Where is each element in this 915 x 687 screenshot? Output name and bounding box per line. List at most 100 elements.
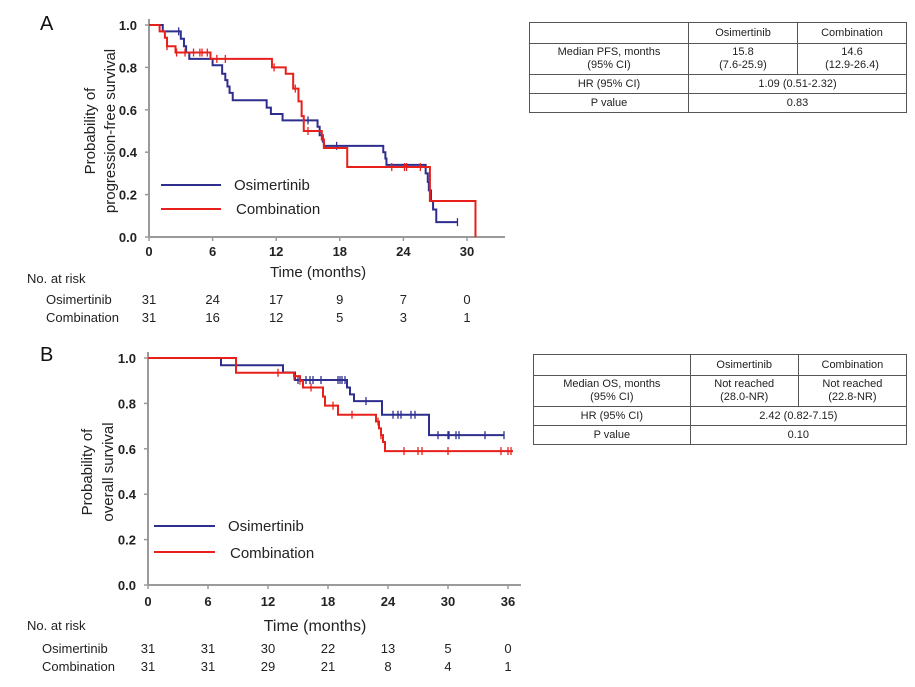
y-tick-label: 1.0: [118, 351, 136, 366]
table-cell: 15.8 (7.6-25.9): [688, 43, 798, 75]
risk-value: 12: [269, 310, 283, 325]
table-row-label: Median PFS, months (95% CI): [529, 43, 689, 75]
risk-value: 21: [321, 659, 335, 674]
panel-label-b: B: [40, 344, 53, 366]
ci-value: (12.9-26.4): [825, 59, 879, 71]
x-tick-label: 6: [204, 594, 211, 609]
pfs-risk-values: 31 31 24 16 17 12 9 5 7 3 0 1: [142, 292, 471, 325]
pfs-legend: Osimertinib Combination: [161, 177, 320, 218]
x-tick-label: 24: [396, 244, 411, 259]
median-label: Median OS, months: [563, 378, 661, 390]
risk-value: 13: [381, 641, 395, 656]
x-tick-label: 0: [145, 244, 152, 259]
os-summary-table: Osimertinib Combination Median OS, month…: [533, 354, 908, 445]
table-row-hr: HR (95% CI) 1.09 (0.51-2.32): [529, 74, 907, 94]
table-row-label: P value: [533, 425, 691, 445]
table-header-osimertinib: Osimertinib: [688, 22, 798, 44]
risk-value: 9: [336, 292, 343, 307]
risk-value: 24: [205, 292, 219, 307]
risk-value: 1: [463, 310, 470, 325]
risk-value: 5: [444, 641, 451, 656]
risk-value: 31: [201, 659, 215, 674]
os-legend: Osimertinib Combination: [154, 518, 314, 562]
y-tick-label: 0.6: [118, 442, 136, 457]
risk-value: 1: [504, 659, 511, 674]
ci-label: (95% CI): [587, 59, 631, 71]
table-cell: Not reached (22.8-NR): [797, 375, 908, 407]
table-cell: 2.42 (0.82-7.15): [689, 406, 908, 426]
y-tick-label: 0.4: [119, 145, 138, 160]
os-chart: B 0.00.20.40.60.81.00 6 12 18 24 30 36 Probabi…: [27, 344, 521, 674]
table-cell: 0.83: [688, 93, 907, 113]
ci-value: (7.6-25.9): [719, 59, 767, 71]
risk-value: 31: [142, 292, 156, 307]
table-row-label: HR (95% CI): [533, 406, 691, 426]
y-tick-label: 0.8: [119, 60, 137, 75]
risk-value: 4: [444, 659, 451, 674]
x-tick-label: 30: [460, 244, 474, 259]
pfs-curves: [149, 24, 477, 237]
table-row-label: HR (95% CI): [529, 74, 689, 94]
table-row-hr: HR (95% CI) 2.42 (0.82-7.15): [533, 406, 908, 426]
os-risk-title: No. at risk: [27, 618, 86, 633]
table-header-row: Osimertinib Combination: [533, 354, 908, 376]
x-tick-label: 12: [261, 594, 275, 609]
table-cell: 1.09 (0.51-2.32): [688, 74, 907, 94]
os-xlabel: Time (months): [264, 618, 367, 635]
risk-value: 30: [261, 641, 275, 656]
pfs-chart: A 0.00.20.40.60.81.00 6 12 18 24 30 Probabili…: [27, 13, 505, 325]
os-risk-values: 31 31 31 31 30 29 22 21 13 8 5 4 0 1: [141, 641, 512, 674]
legend-combination-label: Combination: [230, 545, 314, 562]
median-value: 14.6: [841, 46, 863, 58]
os-risk-row-label: Combination: [42, 659, 115, 674]
y-tick-label: 0.2: [118, 533, 136, 548]
pfs-ylabel-line1: Probability of: [82, 87, 99, 175]
ci-value: (28.0-NR): [720, 391, 769, 403]
ci-value: (22.8-NR): [828, 391, 877, 403]
survival-curve-osimertinib: [149, 24, 458, 224]
risk-value: 22: [321, 641, 335, 656]
y-tick-label: 0.0: [119, 230, 137, 245]
x-tick-label: 12: [269, 244, 283, 259]
table-cell: Not reached (28.0-NR): [689, 375, 799, 407]
risk-value: 16: [205, 310, 219, 325]
risk-value: 3: [400, 310, 407, 325]
legend-combination-label: Combination: [236, 201, 320, 218]
x-tick-label: 30: [441, 594, 455, 609]
table-row-median: Median OS, months (95% CI) Not reached (28…: [533, 375, 908, 407]
x-tick-label: 18: [321, 594, 335, 609]
risk-value: 31: [141, 659, 155, 674]
table-cell: 0.10: [689, 425, 908, 445]
os-ylabel-line1: Probability of: [79, 428, 96, 516]
median-value: Not reached: [822, 378, 883, 390]
median-value: Not reached: [714, 378, 775, 390]
risk-value: 17: [269, 292, 283, 307]
pfs-ylabel-line2: progression-free survival: [102, 49, 119, 213]
table-header-combination: Combination: [797, 354, 908, 376]
risk-value: 31: [201, 641, 215, 656]
y-tick-label: 0.6: [119, 103, 137, 118]
legend-osimertinib-label: Osimertinib: [228, 518, 304, 535]
os-axes: 0.0 0.2 0.4 0.6 0.8 1.0 0 6 12 18 24 30 36: [118, 351, 521, 609]
pfs-risk-row-label: Osimertinib: [46, 292, 112, 307]
pfs-summary-table: Osimertinib Combination Median PFS, mont…: [529, 22, 907, 113]
risk-value: 8: [384, 659, 391, 674]
os-ylabel-line2: overall survival: [100, 422, 117, 521]
risk-value: 0: [463, 292, 470, 307]
risk-value: 31: [141, 641, 155, 656]
table-row-p: P value 0.10: [533, 425, 908, 445]
table-row-median: Median PFS, months (95% CI) 15.8 (7.6-25.9…: [529, 43, 907, 75]
pfs-risk-title: No. at risk: [27, 271, 86, 286]
table-row-label: Median OS, months (95% CI): [533, 375, 691, 407]
x-tick-label: 6: [209, 244, 216, 259]
table-header-row: Osimertinib Combination: [529, 22, 907, 44]
y-tick-label: 1.0: [119, 18, 137, 33]
median-value: 15.8: [732, 46, 754, 58]
y-tick-label: 0.2: [119, 188, 137, 203]
risk-value: 5: [336, 310, 343, 325]
survival-curve-osimertinib: [148, 357, 504, 437]
panel-label-a: A: [40, 13, 54, 35]
x-tick-label: 36: [501, 594, 515, 609]
table-cell: 14.6 (12.9-26.4): [797, 43, 907, 75]
